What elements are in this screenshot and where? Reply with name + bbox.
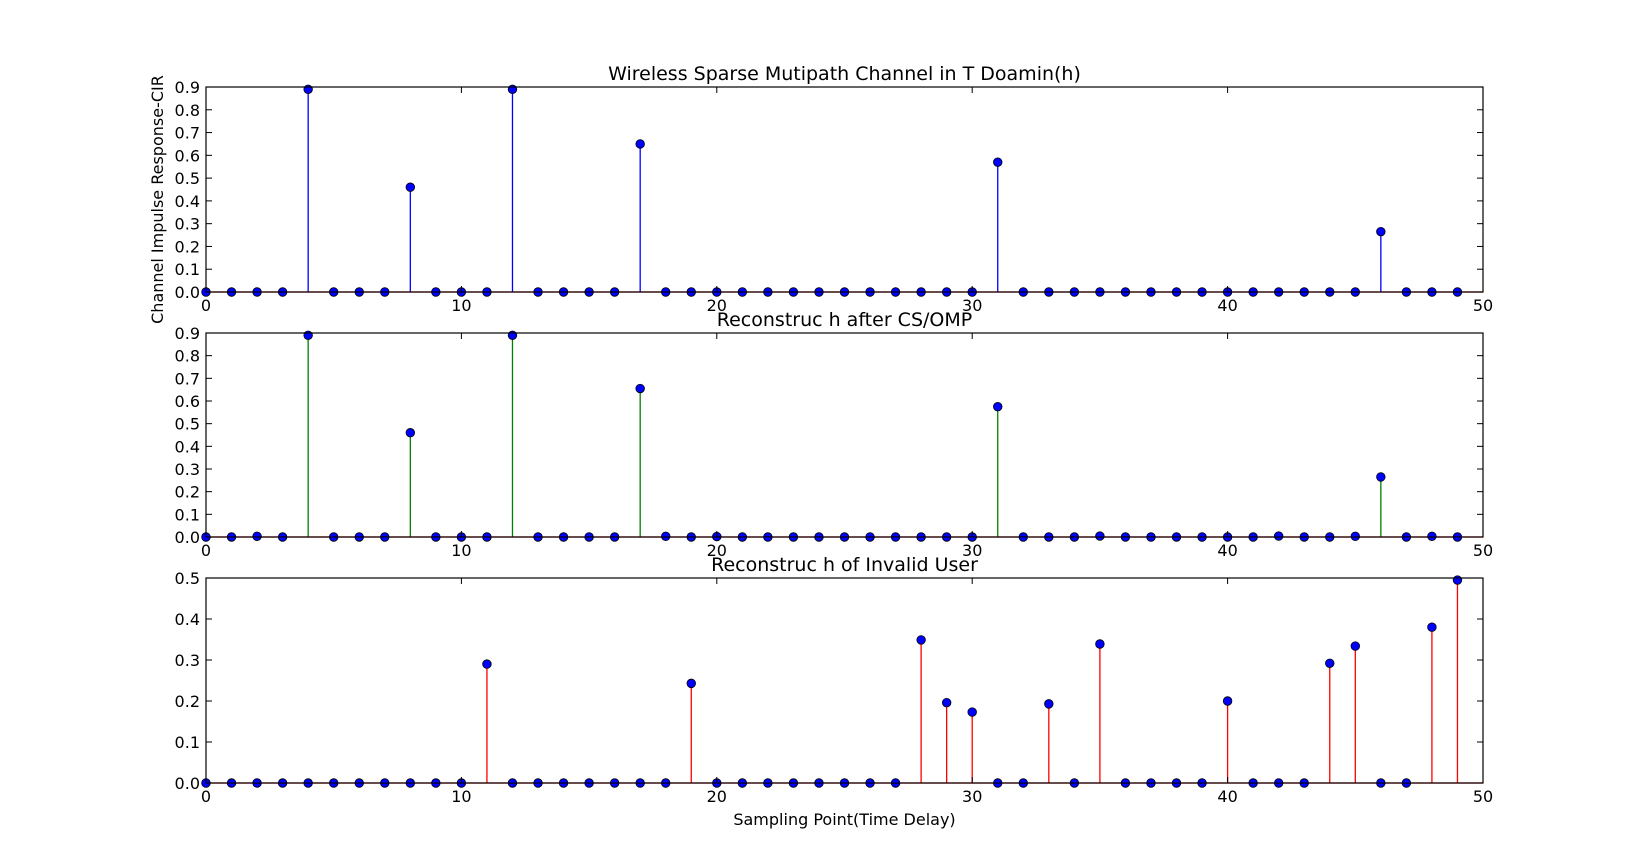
axes-frame <box>205 332 1484 538</box>
data-point <box>1350 531 1361 542</box>
x-tick-label: 40 <box>1217 296 1237 315</box>
x-tick-label: 0 <box>201 541 211 560</box>
y-tick-label: 0.5 <box>175 415 200 434</box>
x-tick-label: 0 <box>201 787 211 806</box>
data-point <box>1376 472 1386 482</box>
y-tick-label: 0.3 <box>175 215 200 234</box>
data-point <box>252 531 262 542</box>
x-tick-label: 30 <box>962 541 982 560</box>
x-tick-label: 10 <box>451 296 471 315</box>
data-point <box>635 139 645 149</box>
y-tick-label: 0.2 <box>175 483 200 502</box>
y-tick-label: 0.0 <box>175 774 200 793</box>
x-tick-label: 30 <box>962 296 982 315</box>
y-tick-label: 0.8 <box>175 347 200 366</box>
data-point <box>1222 696 1233 706</box>
y-tick-label: 0.8 <box>175 101 200 120</box>
y-tick-label: 0.5 <box>175 169 200 188</box>
x-tick-label: 50 <box>1473 296 1493 315</box>
data-point <box>1095 639 1105 649</box>
y-tick-label: 0.4 <box>175 437 200 456</box>
data-point <box>1452 575 1463 585</box>
y-tick-label: 0.9 <box>175 78 200 97</box>
data-point <box>916 635 926 645</box>
data-point <box>303 330 313 340</box>
data-point <box>1273 531 1284 541</box>
x-tick-label: 0 <box>201 296 211 315</box>
x-tick-label: 40 <box>1217 787 1237 806</box>
x-tick-label: 30 <box>962 787 982 806</box>
data-point <box>1427 531 1437 542</box>
data-point <box>661 531 671 542</box>
data-point <box>303 84 313 94</box>
data-point <box>507 84 518 94</box>
x-tick-label: 20 <box>707 541 727 560</box>
y-tick-label: 0.2 <box>175 237 200 256</box>
y-tick-label: 0.4 <box>175 192 200 211</box>
x-axis-label: Sampling Point(Time Delay) <box>733 810 955 829</box>
data-point <box>1325 658 1335 668</box>
x-tick-label: 40 <box>1217 541 1237 560</box>
y-tick-label: 0.2 <box>175 692 200 711</box>
data-point <box>1095 531 1105 541</box>
subplot-3: 0 10 20 30 40 50 0.0 0.1 0.2 0.3 0.4 0.5 Reconstruc … <box>175 554 1494 829</box>
data-point <box>405 182 416 192</box>
data-point <box>1427 622 1437 632</box>
y-tick-label: 0.0 <box>175 283 200 302</box>
x-tick-label: 50 <box>1473 541 1493 560</box>
data-point <box>507 330 518 340</box>
y-tick-label: 0.0 <box>175 528 200 547</box>
data-point <box>993 157 1003 167</box>
data-point <box>635 383 645 394</box>
subplot-1: 0 10 20 30 40 50 0.0 0.1 0.2 0.3 0.4 0.5 0.6 0.7 0.8 0.… <box>148 63 1493 324</box>
y-tick-label: 0.6 <box>175 392 200 411</box>
y-tick-label: 0.6 <box>175 146 200 165</box>
y-tick-label: 0.3 <box>175 651 200 670</box>
data-point <box>1044 699 1054 709</box>
y-tick-label: 0.1 <box>175 733 200 752</box>
y-tick-label: 0.7 <box>175 369 200 388</box>
x-tick-label: 20 <box>707 296 727 315</box>
y-tick-label: 0.1 <box>175 505 200 524</box>
data-point <box>482 659 492 669</box>
y-tick-label: 0.9 <box>175 324 200 343</box>
x-tick-label: 20 <box>707 787 727 806</box>
data-point <box>967 707 977 717</box>
y-tick-label: 0.5 <box>175 569 200 588</box>
data-point <box>993 401 1003 412</box>
x-tick-label: 10 <box>451 787 471 806</box>
axes-frame <box>205 577 1484 784</box>
subplot-title: Wireless Sparse Mutipath Channel in T Do… <box>608 63 1081 85</box>
axes-frame <box>205 86 1484 293</box>
y-tick-label: 0.4 <box>175 610 200 629</box>
y-axis-label: Channel Impulse Response-CIR <box>148 75 167 324</box>
data-point <box>686 678 696 689</box>
data-point <box>941 697 952 708</box>
y-tick-label: 0.7 <box>175 124 200 143</box>
data-point <box>405 428 416 438</box>
data-point <box>1376 226 1386 237</box>
x-tick-label: 50 <box>1473 787 1493 806</box>
subplot-title: Reconstruc h of Invalid User <box>711 554 978 576</box>
subplot-title: Reconstruc h after CS/OMP <box>717 309 972 331</box>
x-tick-label: 10 <box>451 541 471 560</box>
data-point <box>1350 641 1361 651</box>
subplot-2: 0 10 20 30 40 50 0.0 0.1 0.2 0.3 0.4 0.5 0.6 0.7 0.8 0.… <box>175 309 1494 560</box>
y-tick-label: 0.3 <box>175 460 200 479</box>
y-tick-label: 0.1 <box>175 260 200 279</box>
